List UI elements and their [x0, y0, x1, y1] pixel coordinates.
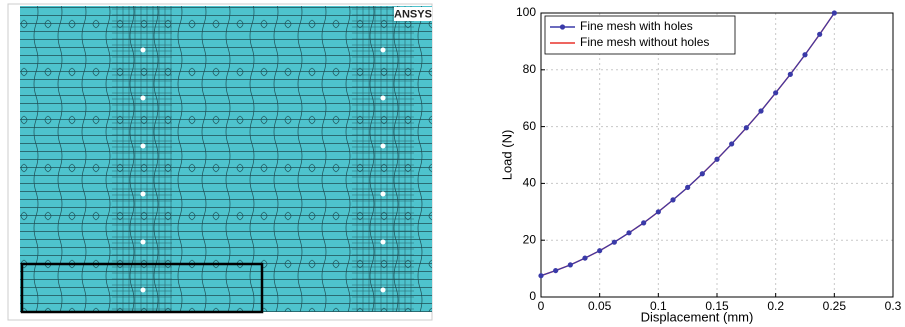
- data-point: [626, 230, 631, 235]
- y-tick-label: 60: [523, 119, 537, 133]
- data-point: [641, 220, 646, 225]
- page: {"logo": "ANSYS", "chart_data": { "type"…: [0, 0, 905, 327]
- y-tick-label: 0: [529, 289, 536, 303]
- x-tick-label: 0.25: [823, 299, 847, 313]
- data-point: [714, 157, 719, 162]
- data-point: [553, 268, 558, 273]
- x-tick-label: 0.15: [705, 299, 729, 313]
- x-tick-label: 0: [538, 299, 545, 313]
- data-point: [597, 248, 602, 253]
- y-tick-label: 20: [523, 232, 537, 246]
- data-point: [832, 10, 837, 15]
- x-tick-label: 0.05: [588, 299, 612, 313]
- data-point: [729, 141, 734, 146]
- data-point: [582, 255, 587, 260]
- legend-label: Fine mesh with holes: [580, 19, 693, 33]
- data-point: [538, 273, 543, 278]
- y-axis-label: Load (N): [499, 130, 514, 181]
- x-tick-label: 0.2: [767, 299, 784, 313]
- data-point: [700, 171, 705, 176]
- data-point: [670, 197, 675, 202]
- data-point: [758, 108, 763, 113]
- data-point: [685, 185, 690, 190]
- logo: ANSYS: [394, 8, 432, 20]
- legend-marker: [560, 24, 565, 29]
- mesh-image: ANSYS: [8, 4, 432, 320]
- data-point: [568, 262, 573, 267]
- legend-label: Fine mesh without holes: [580, 35, 709, 49]
- y-tick-label: 40: [523, 176, 537, 190]
- data-point: [788, 72, 793, 77]
- data-point: [773, 90, 778, 95]
- x-tick-label: 0.1: [650, 299, 667, 313]
- data-point: [817, 32, 822, 37]
- data-point: [744, 125, 749, 130]
- y-tick-label: 100: [516, 5, 536, 19]
- figure: ANSYS Displacement (mm) Load (N) 00.050.…: [0, 0, 905, 327]
- data-point: [656, 209, 661, 214]
- data-point: [612, 240, 617, 245]
- data-point: [802, 52, 807, 57]
- x-tick-label: 0.3: [885, 299, 902, 313]
- legend: Fine mesh with holes Fine mesh without ho…: [545, 16, 735, 54]
- y-tick-label: 80: [523, 62, 537, 76]
